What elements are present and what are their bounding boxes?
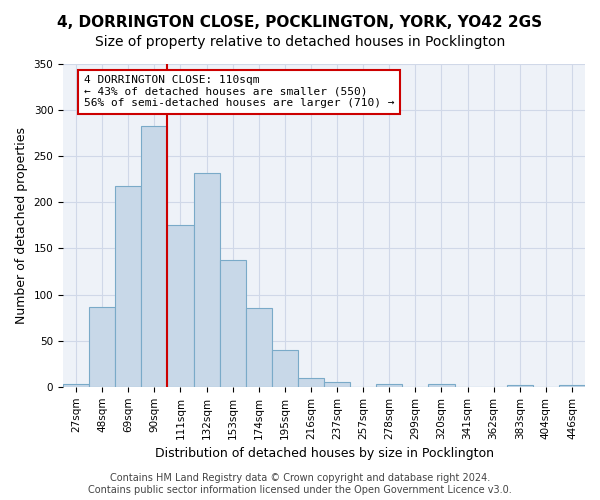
Bar: [89, 308, 115, 387]
Bar: [272, 350, 298, 387]
Bar: [246, 308, 272, 387]
Bar: [298, 378, 324, 387]
Bar: [63, 384, 89, 387]
Y-axis label: Number of detached properties: Number of detached properties: [15, 127, 28, 324]
Bar: [194, 173, 220, 387]
Text: Size of property relative to detached houses in Pocklington: Size of property relative to detached ho…: [95, 35, 505, 49]
Text: 4, DORRINGTON CLOSE, POCKLINGTON, YORK, YO42 2GS: 4, DORRINGTON CLOSE, POCKLINGTON, YORK, …: [58, 15, 542, 30]
Bar: [559, 385, 585, 387]
Bar: [142, 126, 167, 387]
Bar: [115, 186, 142, 387]
Text: Contains HM Land Registry data © Crown copyright and database right 2024.
Contai: Contains HM Land Registry data © Crown c…: [88, 474, 512, 495]
X-axis label: Distribution of detached houses by size in Pocklington: Distribution of detached houses by size …: [155, 447, 494, 460]
Bar: [167, 226, 194, 387]
Text: 4 DORRINGTON CLOSE: 110sqm
← 43% of detached houses are smaller (550)
56% of sem: 4 DORRINGTON CLOSE: 110sqm ← 43% of deta…: [84, 75, 394, 108]
Bar: [428, 384, 455, 387]
Bar: [220, 260, 246, 387]
Bar: [507, 385, 533, 387]
Bar: [324, 382, 350, 387]
Bar: [376, 384, 403, 387]
